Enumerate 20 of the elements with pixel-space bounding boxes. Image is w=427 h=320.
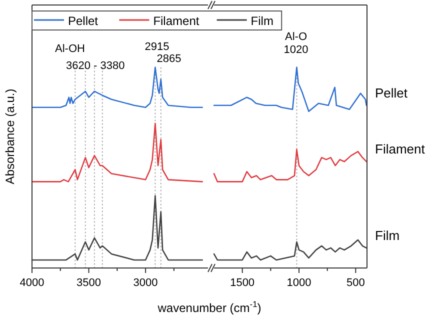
x-tick-label: 4000 xyxy=(20,277,44,289)
x-tick-label: 1000 xyxy=(286,277,312,289)
text: Al-OH xyxy=(55,43,86,55)
series-label: Filament xyxy=(375,142,426,157)
x-axis-title: wavenumber (cm$^{-1}$) xyxy=(156,299,262,315)
text: Al-O xyxy=(285,31,308,43)
text: 1020 xyxy=(284,44,308,56)
legend-label: Filament xyxy=(153,14,200,28)
x-tick-label: 3000 xyxy=(133,277,158,289)
text: 2865 xyxy=(156,53,182,65)
legend-label: Pellet xyxy=(68,14,99,28)
x-tick-label: 1500 xyxy=(230,277,255,289)
series-label: Film xyxy=(375,228,400,243)
annotation: 3620 - 3380 xyxy=(66,60,125,72)
x-tick-label: 500 xyxy=(346,277,365,289)
text: 2915 xyxy=(144,41,170,53)
series-label: Pellet xyxy=(375,85,408,100)
y-axis-title: Absorbance (a.u.) xyxy=(3,88,17,184)
legend-label: Film xyxy=(250,14,274,28)
x-tick-label: 3500 xyxy=(76,277,102,289)
